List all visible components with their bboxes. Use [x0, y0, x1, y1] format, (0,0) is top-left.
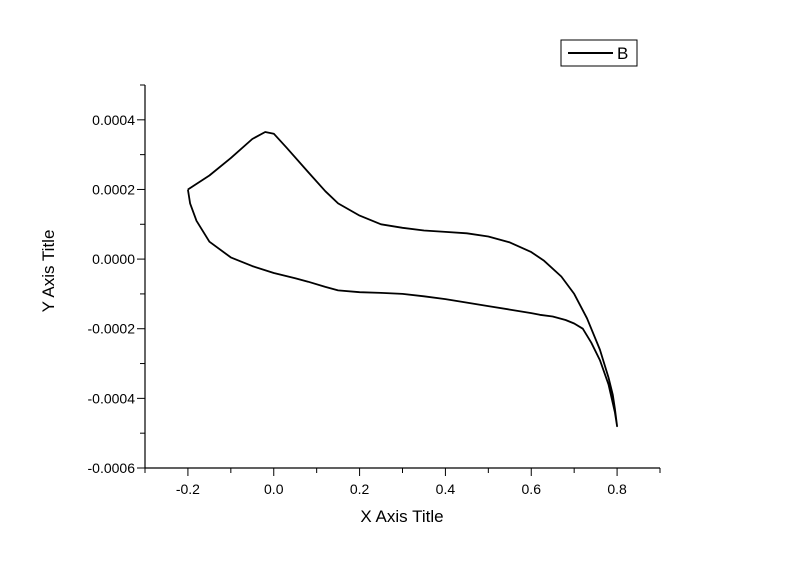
axes	[144, 85, 660, 469]
x-tick-label: 0.0	[264, 481, 284, 497]
y-tick-label: 0.0002	[92, 181, 135, 197]
y-tick-label: -0.0002	[88, 321, 136, 337]
x-tick-label: 0.6	[522, 481, 542, 497]
y-axis-title: Y Axis Title	[39, 230, 58, 313]
y-ticks: -0.0006 -0.0004 -0.0002 0.0000 0.0002 0.0004	[88, 84, 145, 476]
y-tick-label: -0.0006	[88, 460, 136, 476]
x-axis-title: X Axis Title	[360, 507, 443, 526]
x-tick-label: 0.4	[436, 481, 456, 497]
y-tick-label: 0.0004	[92, 112, 135, 128]
series-group	[187, 131, 618, 428]
y-tick-label: -0.0004	[88, 390, 136, 406]
y-tick-label: 0.0000	[92, 251, 135, 267]
series-line-b	[187, 131, 618, 428]
x-ticks: -0.2 0.0 0.2 0.4 0.6 0.8	[144, 468, 661, 497]
x-tick-label: 0.8	[607, 481, 627, 497]
x-tick-label: 0.2	[350, 481, 370, 497]
x-tick-label: -0.2	[176, 481, 200, 497]
legend-label-b: B	[617, 44, 628, 63]
legend: B	[560, 39, 638, 67]
